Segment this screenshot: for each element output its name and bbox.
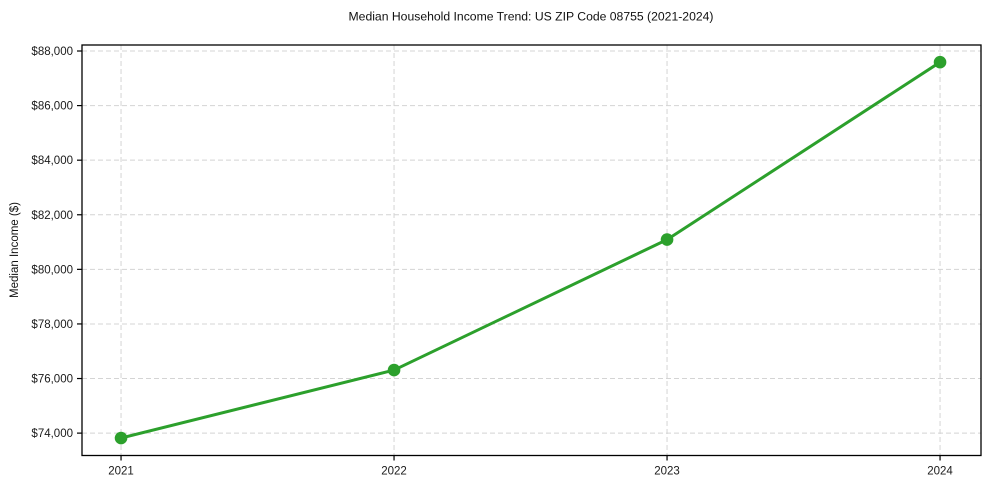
x-tick-label: 2022 — [381, 466, 407, 478]
data-point-2024 — [933, 55, 947, 69]
plot-border — [81, 44, 982, 457]
chart-title: Median Household Income Trend: US ZIP Co… — [349, 10, 714, 24]
y-tick-label: $82,000 — [31, 210, 73, 222]
data-point-2022 — [387, 363, 401, 377]
y-tick-label: $86,000 — [31, 101, 73, 113]
income-trend-line — [119, 60, 942, 440]
plot-content: $74,000 $76,000 $78,000 $80,000 $82,000 $84,0… — [31, 44, 982, 478]
x-tick-label: 2023 — [654, 466, 680, 478]
data-point-2023 — [660, 233, 674, 246]
y-tick-label: $84,000 — [31, 155, 73, 167]
y-tick-label: $80,000 — [31, 264, 73, 276]
x-tick-label: 2024 — [927, 466, 953, 478]
y-tick-label: $78,000 — [31, 319, 73, 331]
y-tick-label: $76,000 — [31, 374, 73, 386]
data-point-2021 — [114, 431, 128, 445]
x-tick-label: 2021 — [108, 466, 134, 478]
y-tick-label: $88,000 — [31, 46, 73, 58]
y-axis-label: Median Income ($) — [9, 202, 21, 298]
y-tick-label: $74,000 — [31, 428, 73, 440]
